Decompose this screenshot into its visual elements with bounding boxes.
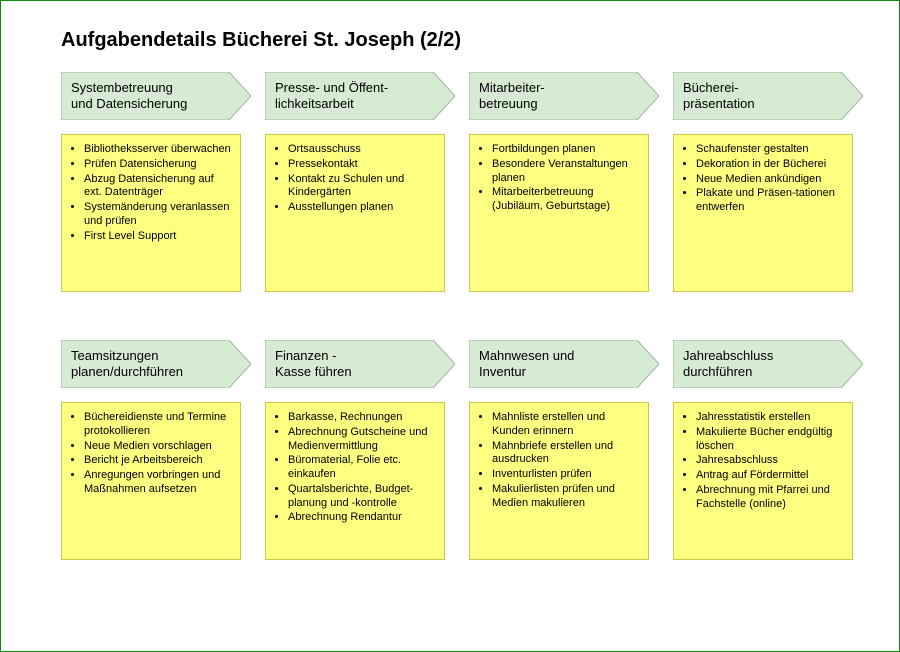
task-header-label: Teamsitzungen planen/durchführen	[61, 340, 229, 388]
task-column: Presse- und Öffent- lichkeitsarbeit Ortsa…	[265, 72, 445, 292]
task-header-arrow: Mitarbeiter- betreuung	[469, 72, 659, 120]
task-item-list: Mahnliste erstellen und Kunden erinnernM…	[476, 411, 640, 510]
task-column: Bücherei- präsentation Schaufenster gesta…	[673, 72, 853, 292]
task-item: Makulierlisten prüfen und Medien makulie…	[492, 483, 640, 511]
task-header-label: Bücherei- präsentation	[673, 72, 841, 120]
task-item: Neue Medien vorschlagen	[84, 440, 232, 454]
task-item: Barkasse, Rechnungen	[288, 411, 436, 425]
task-column: Teamsitzungen planen/durchführen Bücherei…	[61, 340, 241, 560]
task-detail-box: Fortbildungen planenBesondere Veranstalt…	[469, 134, 649, 292]
task-item: Dekoration in der Bücherei	[696, 158, 844, 172]
task-header-arrow: Jahreabschluss durchführen	[673, 340, 863, 388]
task-header-label: Mitarbeiter- betreuung	[469, 72, 637, 120]
task-item: Prüfen Datensicherung	[84, 158, 232, 172]
task-item: Bericht je Arbeitsbereich	[84, 454, 232, 468]
task-header-label: Presse- und Öffent- lichkeitsarbeit	[265, 72, 433, 120]
task-item: Ortsausschuss	[288, 143, 436, 157]
task-item: Anregungen vorbringen und Maßnahmen aufs…	[84, 469, 232, 497]
task-header-arrow: Teamsitzungen planen/durchführen	[61, 340, 251, 388]
task-item: Abrechnung Rendantur	[288, 511, 436, 525]
task-item: Jahresabschluss	[696, 454, 844, 468]
task-detail-box: Mahnliste erstellen und Kunden erinnernM…	[469, 402, 649, 560]
task-grid: Systembetreuung und Datensicherung Biblio…	[61, 72, 859, 560]
task-item: Plakate und Präsen-tationen entwerfen	[696, 187, 844, 215]
task-detail-box: Schaufenster gestaltenDekoration in der …	[673, 134, 853, 292]
task-column: Jahreabschluss durchführen Jahresstatisti…	[673, 340, 853, 560]
task-column: Systembetreuung und Datensicherung Biblio…	[61, 72, 241, 292]
task-item: Mahnliste erstellen und Kunden erinnern	[492, 411, 640, 439]
task-detail-box: Bibliotheksserver überwachenPrüfen Daten…	[61, 134, 241, 292]
task-header-label: Jahreabschluss durchführen	[673, 340, 841, 388]
task-item-list: Bibliotheksserver überwachenPrüfen Daten…	[68, 143, 232, 243]
task-header-arrow: Systembetreuung und Datensicherung	[61, 72, 251, 120]
task-header-arrow: Bücherei- präsentation	[673, 72, 863, 120]
task-item: Besondere Veranstaltungen planen	[492, 158, 640, 186]
task-item: Kontakt zu Schulen und Kindergärten	[288, 173, 436, 201]
task-detail-box: OrtsausschussPressekontaktKontakt zu Sch…	[265, 134, 445, 292]
task-item: Abrechnung Gutscheine und Medienvermittl…	[288, 426, 436, 454]
task-detail-box: Jahresstatistik erstellenMakulierte Büch…	[673, 402, 853, 560]
task-detail-box: Barkasse, RechnungenAbrechnung Gutschein…	[265, 402, 445, 560]
task-item: Mitarbeiterbetreuung (Jubiläum, Geburtst…	[492, 186, 640, 214]
task-item-list: Schaufenster gestaltenDekoration in der …	[680, 143, 844, 215]
task-item: Antrag auf Fördermittel	[696, 469, 844, 483]
task-header-arrow: Presse- und Öffent- lichkeitsarbeit	[265, 72, 455, 120]
task-item: Abzug Datensicherung auf ext. Datenträge…	[84, 173, 232, 201]
task-item-list: OrtsausschussPressekontaktKontakt zu Sch…	[272, 143, 436, 215]
task-detail-box: Büchereidienste und Termine protokollier…	[61, 402, 241, 560]
task-item: Bibliotheksserver überwachen	[84, 143, 232, 157]
task-item-list: Büchereidienste und Termine protokollier…	[68, 411, 232, 497]
task-column: Mahnwesen und Inventur Mahnliste erstelle…	[469, 340, 649, 560]
task-item-list: Fortbildungen planenBesondere Veranstalt…	[476, 143, 640, 214]
task-item-list: Jahresstatistik erstellenMakulierte Büch…	[680, 411, 844, 511]
task-column: Finanzen - Kasse führen Barkasse, Rechnun…	[265, 340, 445, 560]
task-item: First Level Support	[84, 230, 232, 244]
task-item: Mahnbriefe erstellen und ausdrucken	[492, 440, 640, 468]
task-item: Neue Medien ankündigen	[696, 173, 844, 187]
task-item-list: Barkasse, RechnungenAbrechnung Gutschein…	[272, 411, 436, 525]
task-header-arrow: Finanzen - Kasse führen	[265, 340, 455, 388]
task-item: Jahresstatistik erstellen	[696, 411, 844, 425]
task-item: Pressekontakt	[288, 158, 436, 172]
task-item: Makulierte Bücher endgültig löschen	[696, 426, 844, 454]
page-title: Aufgabendetails Bücherei St. Joseph (2/2…	[61, 29, 859, 52]
task-item: Büchereidienste und Termine protokollier…	[84, 411, 232, 439]
task-header-label: Finanzen - Kasse führen	[265, 340, 433, 388]
task-item: Systemänderung veranlassen und prüfen	[84, 201, 232, 229]
task-header-label: Mahnwesen und Inventur	[469, 340, 637, 388]
task-item: Abrechnung mit Pfarrei und Fachstelle (o…	[696, 484, 844, 512]
task-column: Mitarbeiter- betreuung Fortbildungen plan…	[469, 72, 649, 292]
task-item: Ausstellungen planen	[288, 201, 436, 215]
page-frame: Aufgabendetails Bücherei St. Joseph (2/2…	[0, 0, 900, 652]
task-item: Quartalsberichte, Budget-planung und -ko…	[288, 483, 436, 511]
task-item: Inventurlisten prüfen	[492, 468, 640, 482]
task-header-arrow: Mahnwesen und Inventur	[469, 340, 659, 388]
task-item: Büromaterial, Folie etc. einkaufen	[288, 454, 436, 482]
task-header-label: Systembetreuung und Datensicherung	[61, 72, 229, 120]
task-item: Fortbildungen planen	[492, 143, 640, 157]
task-item: Schaufenster gestalten	[696, 143, 844, 157]
